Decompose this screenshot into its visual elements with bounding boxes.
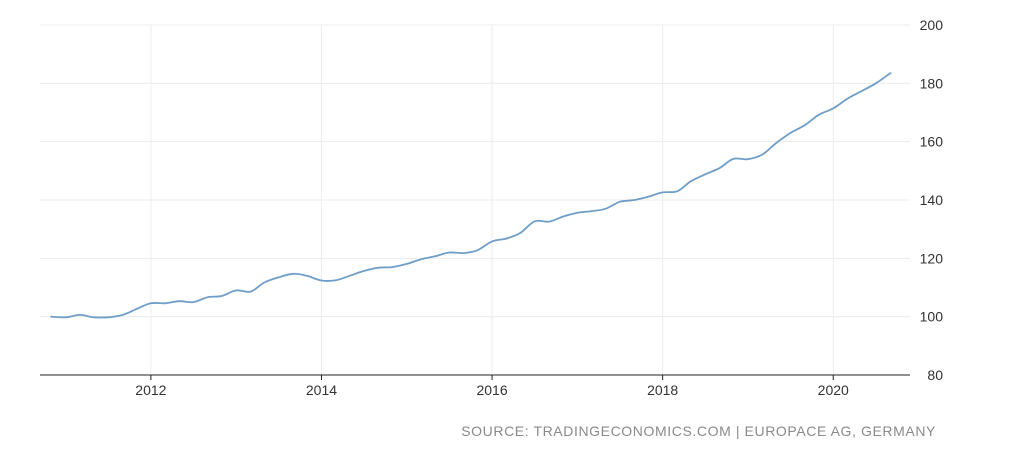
series-line [50, 72, 892, 319]
y-tick-label: 120 [920, 250, 944, 266]
y-tick-label: 200 [920, 17, 944, 33]
y-tick-label: 100 [920, 309, 944, 325]
series-lines [50, 72, 892, 319]
x-axis-tick-labels: 2012 2014 2016 2018 2020 [135, 382, 849, 398]
y-tick-label: 160 [920, 134, 944, 150]
y-axis-tick-labels: 80 100 120 140 160 180 200 [920, 17, 944, 383]
x-tick-label: 2018 [647, 382, 678, 398]
axes [40, 374, 910, 380]
x-tick-label: 2014 [306, 382, 337, 398]
source-attribution: SOURCE: TRADINGECONOMICS.COM | EUROPACE … [461, 423, 936, 439]
y-tick-label: 80 [927, 367, 943, 383]
y-tick-label: 180 [920, 75, 944, 91]
x-tick-label: 2012 [135, 382, 166, 398]
x-tick-label: 2020 [818, 382, 849, 398]
gridlines [40, 24, 910, 375]
y-tick-label: 140 [920, 192, 944, 208]
x-tick-label: 2016 [476, 382, 507, 398]
